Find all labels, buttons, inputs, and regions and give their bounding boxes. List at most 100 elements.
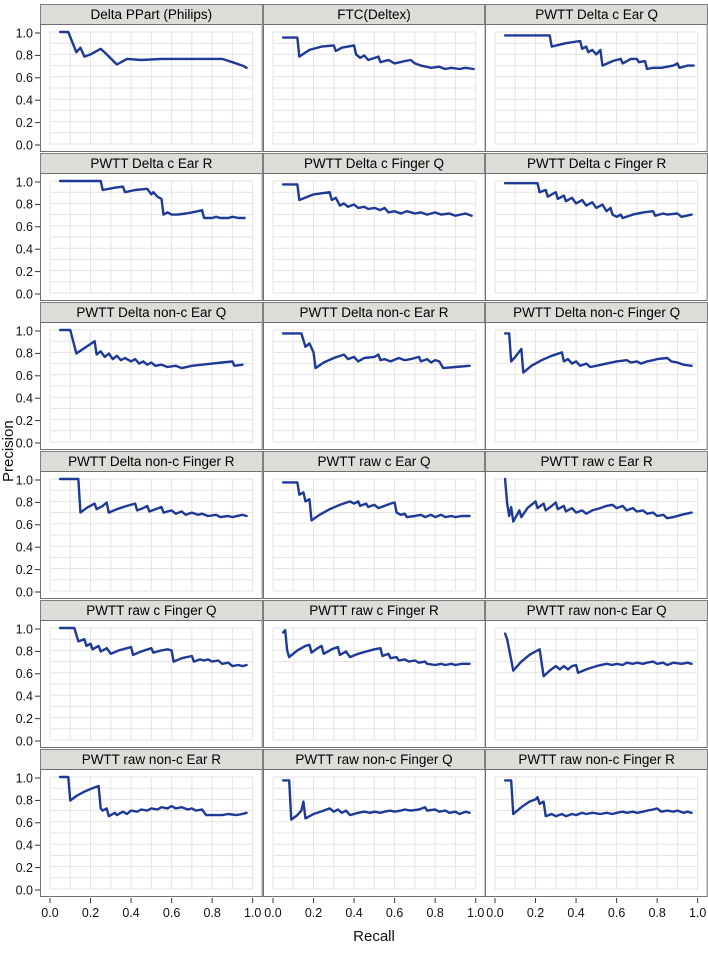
svg-text:0.0: 0.0	[16, 883, 33, 897]
panel-title: PWTT Delta c Finger R	[485, 153, 708, 173]
panel-ftc-deltex: FTC(Deltex)	[262, 4, 486, 153]
svg-text:0.0: 0.0	[16, 287, 33, 301]
pr-curve-plot	[262, 620, 486, 748]
panel-title: PWTT raw c Finger Q	[40, 600, 263, 620]
svg-text:0.6: 0.6	[608, 906, 625, 920]
svg-text:1.0: 1.0	[244, 906, 261, 920]
pr-curve-plot	[40, 620, 263, 748]
pr-curve-plot	[485, 769, 708, 897]
svg-text:1.0: 1.0	[16, 175, 33, 189]
y-axis-ticks-row-5: 1.0 0.8 0.6 0.4 0.2 0.0	[16, 622, 40, 748]
svg-text:0.6: 0.6	[16, 518, 33, 532]
panel-pwtt-raw-c-finger-r: PWTT raw c Finger R	[262, 600, 486, 749]
svg-text:0.6: 0.6	[16, 369, 33, 383]
x-axis-ticks-col-2: 0.0 0.2 0.4 0.6 0.8 1.0	[264, 898, 484, 920]
svg-text:0.2: 0.2	[16, 414, 33, 428]
svg-text:0.4: 0.4	[16, 94, 33, 108]
panel-pwtt-raw-nonc-ear-r: PWTT raw non-c Ear R	[40, 749, 263, 898]
pr-curve-plot	[485, 24, 708, 152]
panel-title: PWTT raw c Finger R	[262, 600, 486, 620]
panel-pwtt-delta-nonc-finger-q: PWTT Delta non-c Finger Q	[485, 302, 708, 451]
panel-pwtt-delta-c-finger-r: PWTT Delta c Finger R	[485, 153, 708, 302]
svg-text:0.8: 0.8	[16, 645, 33, 659]
svg-text:0.6: 0.6	[16, 71, 33, 85]
svg-text:0.8: 0.8	[203, 906, 220, 920]
axis-corner-spacer	[0, 898, 40, 922]
panel-title: PWTT Delta c Ear R	[40, 153, 263, 173]
panel-title: PWTT Delta non-c Finger Q	[485, 302, 708, 322]
panel-title: PWTT raw non-c Finger R	[485, 749, 708, 769]
svg-text:1.0: 1.0	[16, 473, 33, 487]
bottom-left-spacer	[0, 922, 40, 956]
svg-text:1.0: 1.0	[467, 906, 484, 920]
panel-pwtt-raw-c-finger-q: PWTT raw c Finger Q	[40, 600, 263, 749]
panel-title: PWTT raw non-c Ear R	[40, 749, 263, 769]
svg-text:0.4: 0.4	[16, 541, 33, 555]
svg-text:0.4: 0.4	[16, 690, 33, 704]
svg-text:0.4: 0.4	[568, 906, 585, 920]
svg-text:0.4: 0.4	[16, 839, 33, 853]
panel-title: FTC(Deltex)	[262, 4, 486, 24]
svg-text:0.0: 0.0	[16, 138, 33, 152]
pr-curve-plot	[485, 322, 708, 450]
panel-title: PWTT raw non-c Finger Q	[262, 749, 486, 769]
panel-pwtt-delta-nonc-ear-r: PWTT Delta non-c Ear R	[262, 302, 486, 451]
panel-title: PWTT Delta non-c Finger R	[40, 451, 263, 471]
svg-text:0.2: 0.2	[16, 116, 33, 130]
svg-text:0.2: 0.2	[16, 265, 33, 279]
svg-text:0.0: 0.0	[16, 734, 33, 748]
pr-curve-plot	[262, 769, 486, 897]
svg-text:0.0: 0.0	[41, 906, 58, 920]
x-axis-ticks-col-1: 0.0 0.2 0.4 0.6 0.8 1.0	[41, 898, 261, 920]
pr-curve-plot	[40, 322, 263, 450]
pr-curve-plot	[262, 173, 486, 301]
panel-pwtt-delta-c-finger-q: PWTT Delta c Finger Q	[262, 153, 486, 302]
svg-text:0.2: 0.2	[16, 563, 33, 577]
panel-pwtt-raw-nonc-ear-q: PWTT raw non-c Ear Q	[485, 600, 708, 749]
svg-text:0.0: 0.0	[487, 906, 504, 920]
svg-text:0.8: 0.8	[16, 794, 33, 808]
svg-text:0.4: 0.4	[16, 392, 33, 406]
svg-text:0.6: 0.6	[16, 220, 33, 234]
panel-title: Delta PPart (Philips)	[40, 4, 263, 24]
svg-text:0.2: 0.2	[305, 906, 322, 920]
svg-text:0.8: 0.8	[16, 198, 33, 212]
svg-text:0.2: 0.2	[527, 906, 544, 920]
pr-curve-plot	[262, 322, 486, 450]
panel-pwtt-delta-nonc-finger-r: PWTT Delta non-c Finger R	[40, 451, 263, 600]
y-axis-ticks-row-2: 1.0 0.8 0.6 0.4 0.2 0.0	[16, 175, 40, 301]
panel-title: PWTT Delta non-c Ear R	[262, 302, 486, 322]
x-axis-title: Recall	[353, 928, 395, 945]
pr-curve-plot	[40, 24, 263, 152]
panel-title: PWTT Delta non-c Ear Q	[40, 302, 263, 322]
panel-title: PWTT raw c Ear Q	[262, 451, 486, 471]
panel-title: PWTT raw non-c Ear Q	[485, 600, 708, 620]
svg-text:0.8: 0.8	[649, 906, 666, 920]
y-axis-ticks-row-4: 1.0 0.8 0.6 0.4 0.2 0.0	[16, 473, 40, 599]
svg-text:0.8: 0.8	[16, 347, 33, 361]
panel-title: PWTT raw c Ear R	[485, 451, 708, 471]
svg-text:0.2: 0.2	[16, 861, 33, 875]
pr-curve-plot	[40, 471, 263, 599]
panel-pwtt-raw-c-ear-q: PWTT raw c Ear Q	[262, 451, 486, 600]
svg-text:0.4: 0.4	[122, 906, 139, 920]
panel-delta-ppart-philips: Delta PPart (Philips)	[40, 4, 263, 153]
svg-text:1.0: 1.0	[16, 622, 33, 636]
pr-curve-plot	[262, 24, 486, 152]
panel-pwtt-raw-nonc-finger-q: PWTT raw non-c Finger Q	[262, 749, 486, 898]
svg-text:0.2: 0.2	[16, 712, 33, 726]
panel-title: PWTT Delta c Ear Q	[485, 4, 708, 24]
panel-title: PWTT Delta c Finger Q	[262, 153, 486, 173]
svg-text:1.0: 1.0	[16, 771, 33, 785]
panel-grid: 1.0 0.8 0.6 0.4 0.2 0.0 Delta PPart (Philips)…	[0, 4, 708, 956]
svg-text:0.6: 0.6	[16, 667, 33, 681]
x-axis-ticks-col-3: 0.0 0.2 0.4 0.6 0.8 1.0	[487, 898, 707, 920]
y-axis-ticks-row-3: 1.0 0.8 0.6 0.4 0.2 0.0	[16, 324, 40, 450]
svg-text:1.0: 1.0	[689, 906, 706, 920]
pr-curve-plot	[485, 173, 708, 301]
svg-text:0.6: 0.6	[163, 906, 180, 920]
svg-text:0.0: 0.0	[16, 436, 33, 450]
svg-text:1.0: 1.0	[16, 324, 33, 338]
svg-text:0.0: 0.0	[264, 906, 281, 920]
